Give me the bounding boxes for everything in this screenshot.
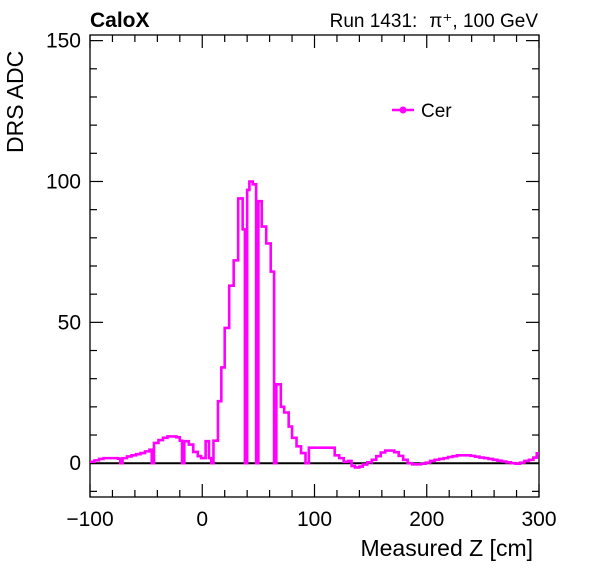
plot-frame xyxy=(89,34,540,498)
legend: Cer xyxy=(392,101,452,122)
y-tick-label: 150 xyxy=(46,30,81,53)
legend-label-cer: Cer xyxy=(421,101,452,122)
x-tick-label: 100 xyxy=(297,508,332,531)
y-tick-label: 100 xyxy=(46,170,81,193)
y-tick-label: 50 xyxy=(58,311,81,334)
x-tick-label: 0 xyxy=(196,508,208,531)
run-number: Run 1431: xyxy=(330,11,418,32)
y-axis-title: DRS ADC xyxy=(2,51,28,153)
plot-area: −100 0 100 200 300 0 50 100 150 xyxy=(46,30,557,531)
x-axis-title: Measured Z [cm] xyxy=(360,535,533,561)
y-tick-label: 0 xyxy=(69,452,81,475)
legend-marker-cer xyxy=(399,106,407,114)
x-tick-label: 200 xyxy=(409,508,444,531)
series-line-cer xyxy=(90,180,539,469)
experiment-label: CaloX xyxy=(90,9,150,32)
x-tick-label: 300 xyxy=(521,508,556,531)
x-tick-label: −100 xyxy=(66,508,113,531)
beam-info: π⁺, 100 GeV xyxy=(429,11,538,32)
run-label: Run 1431: π⁺, 100 GeV xyxy=(330,11,539,32)
